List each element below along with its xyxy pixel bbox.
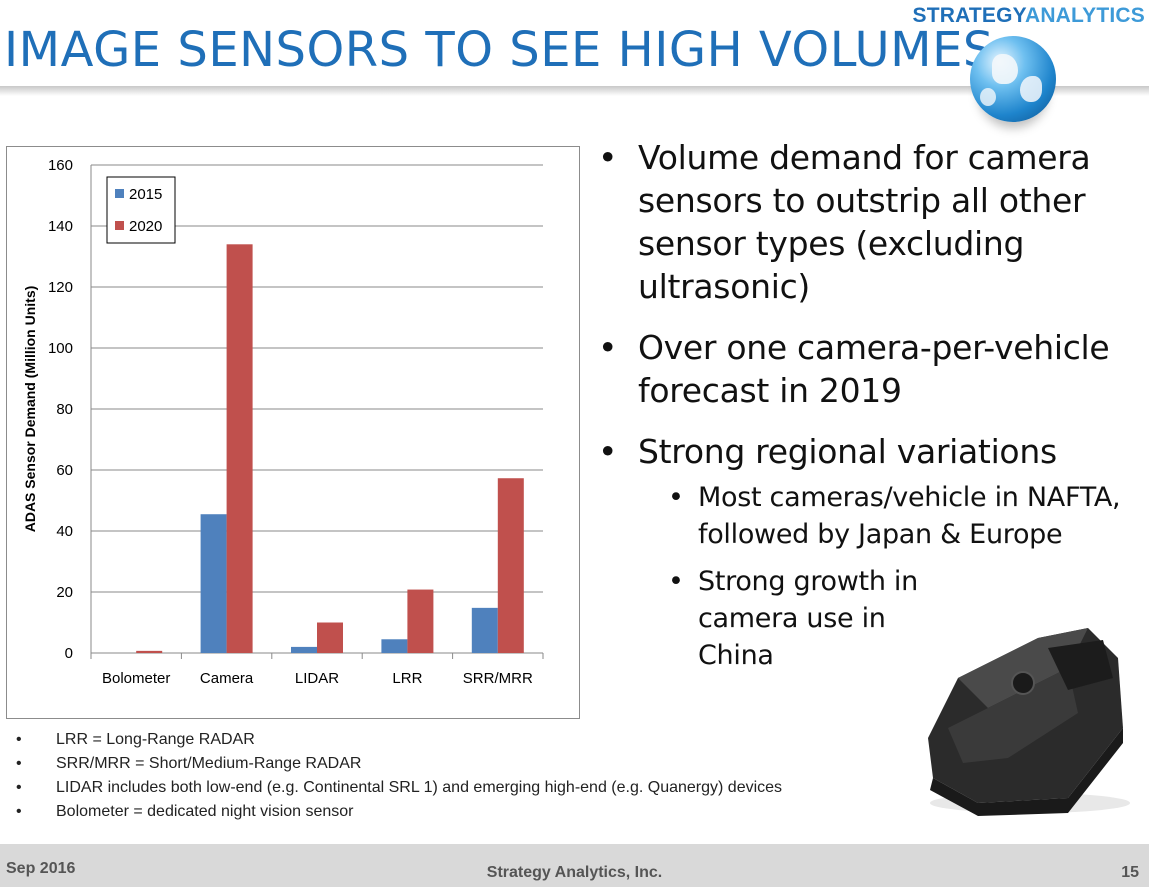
footnotes: • LRR = Long-Range RADAR • SRR/MRR = Short… [16, 728, 782, 824]
legend-box [106, 176, 176, 244]
footnote-text: Bolometer = dedicated night vision senso… [56, 803, 354, 820]
y-axis-label: ADAS Sensor Demand (Million Units) [22, 286, 38, 533]
bar-2020 [407, 589, 434, 653]
bar-2015 [381, 639, 408, 653]
legend-label: 2020 [129, 218, 162, 235]
strategy-analytics-logo: STRATEGYANALYTICS [912, 4, 1145, 28]
y-tick-label: 140 [48, 218, 73, 235]
bullet-marker: • [598, 328, 618, 367]
y-tick-label: 100 [48, 340, 73, 357]
bullet-marker: • [16, 803, 22, 820]
legend-swatch [115, 189, 124, 198]
bullet-text: Over one camera-per-vehicle forecast in … [638, 328, 1110, 410]
bullet-item: • Strong regional variations [598, 430, 1138, 473]
sub-bullet-text: Most cameras/vehicle in NAFTA, followed … [698, 482, 1121, 550]
camera-sensor-image [928, 628, 1130, 816]
footnote-text: LIDAR includes both low-end (e.g. Contin… [56, 779, 783, 796]
bar-2020 [226, 244, 253, 654]
legend-label: 2015 [129, 186, 162, 203]
bullet-text: Strong regional variations [638, 432, 1057, 471]
bar-2015 [200, 514, 227, 653]
legend-swatch [115, 221, 124, 230]
page-number: 15 [1121, 864, 1139, 881]
y-tick-label: 20 [56, 584, 73, 601]
bullet-item: • Over one camera-per-vehicle forecast i… [598, 326, 1138, 412]
bullet-marker: • [668, 482, 684, 513]
x-tick-label: SRR/MRR [463, 670, 533, 687]
x-tick-label: LRR [392, 670, 422, 687]
footnote-text: LRR = Long-Range RADAR [56, 731, 255, 748]
sensor-demand-chart: 0 20 40 60 80 100 120 140 160 Bolometer Camera LIDA… [6, 146, 580, 719]
bar-2015 [291, 646, 317, 653]
sub-bullet-text: Strong growth in camera use in China [698, 566, 918, 671]
bullet-item: • Volume demand for camera sensors to ou… [598, 136, 1138, 308]
bar-2020 [497, 478, 524, 653]
bullet-marker: • [598, 432, 618, 471]
bullet-marker: • [668, 566, 684, 597]
y-tick-label: 40 [56, 523, 73, 540]
globe-icon [970, 36, 1056, 122]
footnote-item: • LRR = Long-Range RADAR [16, 728, 782, 752]
bullet-marker: • [598, 138, 618, 177]
slide-footer: Sep 2016 Strategy Analytics, Inc. 15 [0, 844, 1149, 887]
x-tick-label: Bolometer [102, 670, 170, 687]
bar-2015 [471, 607, 498, 653]
bar-2020 [317, 622, 343, 653]
x-tick-label: LIDAR [295, 670, 339, 687]
x-tick-label: Camera [200, 670, 254, 687]
bullet-list: • Volume demand for camera sensors to ou… [598, 136, 1138, 684]
bullet-marker: • [16, 755, 22, 772]
y-tick-label: 60 [56, 462, 73, 479]
y-tick-label: 80 [56, 401, 73, 418]
footnote-item: • LIDAR includes both low-end (e.g. Conti… [16, 776, 782, 800]
slide-title: IMAGE SENSORS TO SEE HIGH VOLUMES [4, 22, 994, 78]
footer-date: Sep 2016 [6, 860, 76, 877]
footnote-item: • SRR/MRR = Short/Medium-Range RADAR [16, 752, 782, 776]
sub-bullet-item: • Most cameras/vehicle in NAFTA, followe… [598, 479, 1138, 553]
bar-chart-svg: 0 20 40 60 80 100 120 140 160 Bolometer Camera LIDA… [22, 157, 544, 687]
bar-2020 [136, 650, 163, 653]
footer-company: Strategy Analytics, Inc. [486, 864, 663, 881]
bullet-marker: • [16, 731, 22, 748]
bullet-text: Volume demand for camera sensors to outs… [638, 138, 1091, 306]
y-tick-label: 160 [48, 157, 73, 174]
y-tick-label: 120 [48, 279, 73, 296]
bullet-marker: • [16, 779, 22, 796]
logo-word-strategy: STRATEGY [912, 4, 1025, 27]
title-divider [0, 86, 1149, 96]
footnote-text: SRR/MRR = Short/Medium-Range RADAR [56, 755, 362, 772]
y-tick-label: 0 [65, 645, 73, 662]
sub-bullet-item: • Strong growth in camera use in China [598, 563, 938, 674]
footnote-item: • Bolometer = dedicated night vision sens… [16, 800, 782, 824]
logo-word-analytics: ANALYTICS [1024, 4, 1145, 27]
